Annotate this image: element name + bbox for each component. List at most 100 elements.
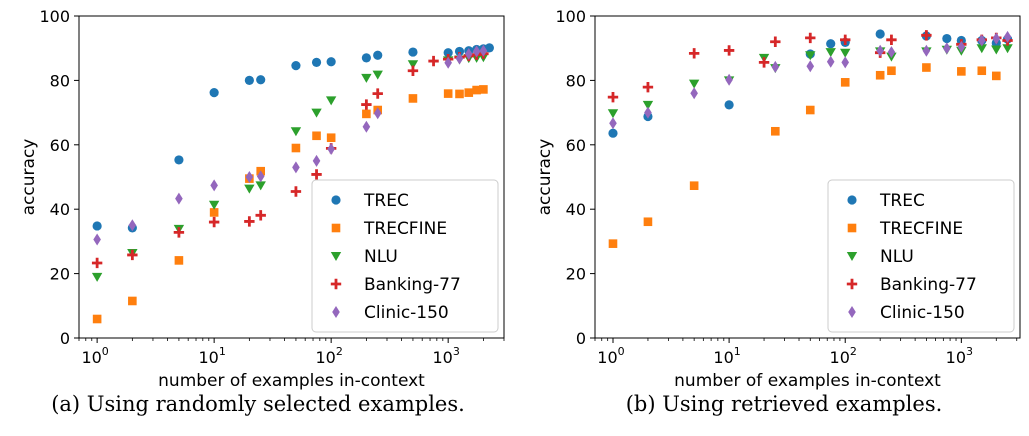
data-point <box>256 75 265 84</box>
data-point <box>689 48 699 58</box>
data-point <box>292 144 301 153</box>
data-point <box>805 33 815 43</box>
data-point <box>886 35 896 45</box>
data-point <box>92 258 102 268</box>
data-point <box>361 74 371 83</box>
data-point <box>327 143 335 155</box>
data-point <box>724 45 734 55</box>
data-point <box>644 217 653 226</box>
data-point <box>759 57 769 67</box>
data-point <box>943 42 951 54</box>
data-point <box>373 88 383 98</box>
data-point <box>256 210 266 220</box>
figure-caption: (a) Using randomly selected examples. <box>51 392 465 416</box>
y-tick-label: 80 <box>50 71 70 90</box>
data-point <box>174 227 184 237</box>
data-point <box>921 30 931 40</box>
data-point <box>608 92 618 102</box>
data-point <box>312 58 321 67</box>
x-tick-label: 100 <box>81 345 108 367</box>
data-point <box>887 66 896 75</box>
data-point <box>210 179 218 191</box>
legend: TREC TRECFINE NLU Banking-77 Clinic-150 <box>312 180 498 332</box>
x-axis-label: number of examples in-context <box>674 371 941 391</box>
legend-marker <box>847 195 856 204</box>
data-point <box>977 66 986 75</box>
data-point <box>826 39 835 48</box>
y-tick-label: 60 <box>50 136 70 155</box>
y-axis-label: accuracy <box>535 139 555 216</box>
data-point <box>245 76 254 85</box>
data-point <box>922 63 931 72</box>
legend-label: Clinic-150 <box>364 303 449 323</box>
legend-label: TRECFINE <box>879 219 963 239</box>
data-point <box>311 109 321 118</box>
data-point <box>690 87 698 99</box>
legend-label: TREC <box>879 191 925 211</box>
data-point <box>244 185 254 194</box>
data-point <box>826 48 836 57</box>
data-point <box>771 127 780 136</box>
data-point <box>408 47 417 56</box>
data-point <box>326 96 336 105</box>
chart-panel-a: 0 20 40 60 80 100 100 101 102 103 number of exampl… <box>19 7 504 416</box>
data-point <box>609 117 617 129</box>
data-point <box>806 60 814 72</box>
data-point <box>428 56 438 66</box>
data-point <box>363 121 371 133</box>
data-point <box>256 181 266 190</box>
x-tick-label: 100 <box>597 345 624 367</box>
data-point <box>876 71 885 80</box>
y-tick-label: 40 <box>566 200 586 219</box>
data-point <box>942 34 951 43</box>
data-point <box>128 297 137 306</box>
y-tick-label: 100 <box>555 7 586 26</box>
x-tick-label: 102 <box>830 345 857 367</box>
data-point <box>725 74 733 86</box>
data-point <box>841 56 849 68</box>
y-tick-label: 20 <box>50 265 70 284</box>
x-axis-label: number of examples in-context <box>158 371 425 391</box>
data-point <box>991 45 1001 54</box>
data-point <box>361 99 371 109</box>
data-point <box>409 94 418 103</box>
data-point <box>373 51 382 60</box>
legend-label: Banking-77 <box>880 275 977 295</box>
y-tick-label: 100 <box>39 7 70 26</box>
legend-label: TREC <box>363 191 409 211</box>
data-point <box>608 129 617 138</box>
y-tick-label: 0 <box>60 329 70 348</box>
legend-label: NLU <box>880 247 914 267</box>
data-point <box>313 155 321 167</box>
data-point <box>479 85 488 94</box>
series-trec <box>608 29 1012 137</box>
data-point <box>209 217 219 227</box>
data-point <box>455 90 464 99</box>
data-point <box>312 131 321 140</box>
chart-panel-b: 020406080100100 101 102 103number of exampl… <box>535 7 1020 416</box>
data-point <box>444 89 453 98</box>
y-axis-label: accuracy <box>19 139 39 216</box>
data-point <box>93 315 102 324</box>
x-tick-label: 101 <box>713 345 740 367</box>
data-point <box>175 193 183 205</box>
x-tick-label: 102 <box>315 345 342 367</box>
x-tick-label: 101 <box>198 345 225 367</box>
legend-marker <box>331 195 340 204</box>
data-point <box>291 186 301 196</box>
data-point <box>609 239 618 248</box>
data-point <box>772 61 780 73</box>
data-point <box>373 71 383 80</box>
data-point <box>244 216 254 226</box>
data-point <box>690 181 699 190</box>
x-tick-label: 103 <box>432 345 459 367</box>
y-tick-label: 80 <box>566 71 586 90</box>
legend-label: NLU <box>364 247 398 267</box>
data-point <box>725 100 734 109</box>
legend-marker <box>332 224 341 233</box>
legend-label: Clinic-150 <box>880 303 965 323</box>
data-point <box>841 78 850 87</box>
data-point <box>92 273 102 282</box>
x-tick-label: 103 <box>946 345 973 367</box>
